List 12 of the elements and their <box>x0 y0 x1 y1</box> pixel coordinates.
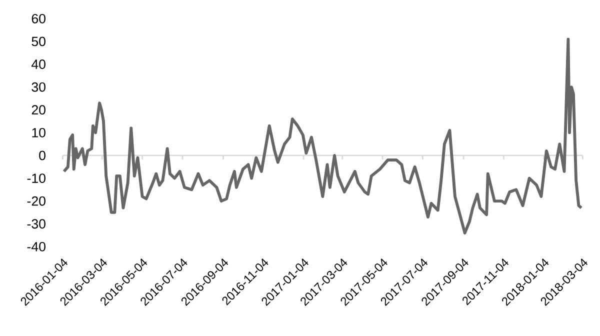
y-tick-label: 50 <box>32 36 46 46</box>
y-tick-label: 10 <box>32 128 46 138</box>
y-tick-label: -40 <box>27 242 46 252</box>
y-tick-label: 0 <box>39 150 46 160</box>
y-tick-label: 60 <box>32 14 46 24</box>
y-tick-label: -30 <box>27 219 46 229</box>
y-tick-label: 40 <box>32 60 46 69</box>
y-tick-label: -10 <box>27 174 46 183</box>
y-tick-label: 20 <box>32 105 46 115</box>
y-tick-label: -20 <box>27 196 46 206</box>
y-tick-label: 30 <box>32 82 46 92</box>
line-series <box>62 38 583 234</box>
